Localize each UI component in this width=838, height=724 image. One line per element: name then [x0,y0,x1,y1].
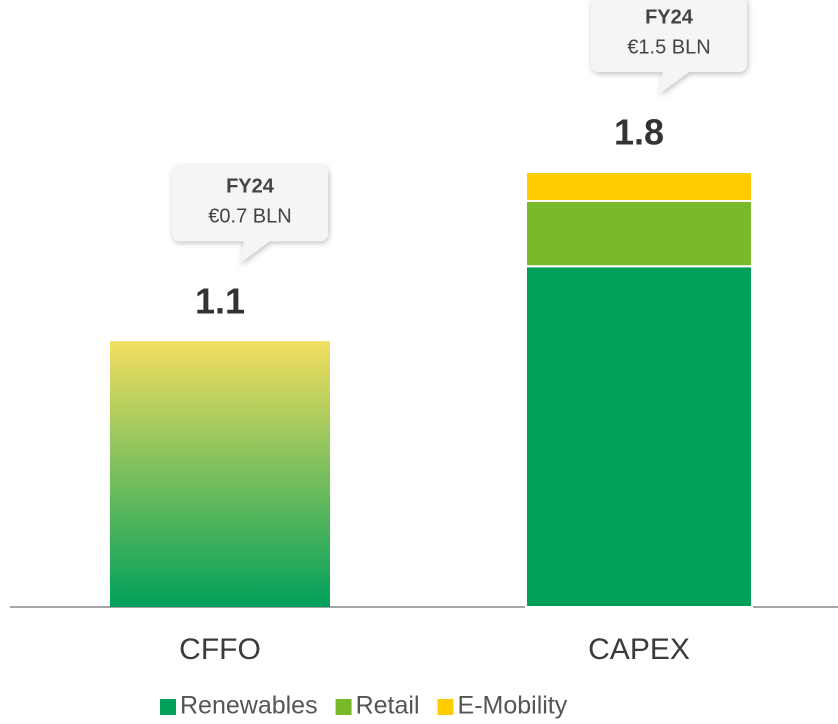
callout-text: €0.7 BLN [208,205,291,227]
legend-swatch [160,699,176,715]
legend-label: E-Mobility [458,692,568,720]
callout-box [172,165,328,264]
callout [172,165,328,264]
total-label: 1.8 [614,112,664,153]
x-tick-label: CAPEX [588,633,690,666]
callout [591,0,747,94]
callout-title: FY24 [226,175,275,197]
callout-text: €1.5 BLN [627,36,710,58]
x-tick-label: CFFO [179,633,261,666]
legend-swatch [335,699,352,715]
callout-title: FY24 [645,6,694,28]
callout-box [591,0,747,94]
bar-segment [525,171,753,202]
legend-label: Renewables [180,692,318,720]
bar-segment [525,265,753,608]
total-label: 1.1 [195,281,245,322]
legend-swatch [437,699,454,715]
bar-segment [525,200,753,268]
legend-label: Retail [356,692,420,720]
bar [110,341,330,607]
